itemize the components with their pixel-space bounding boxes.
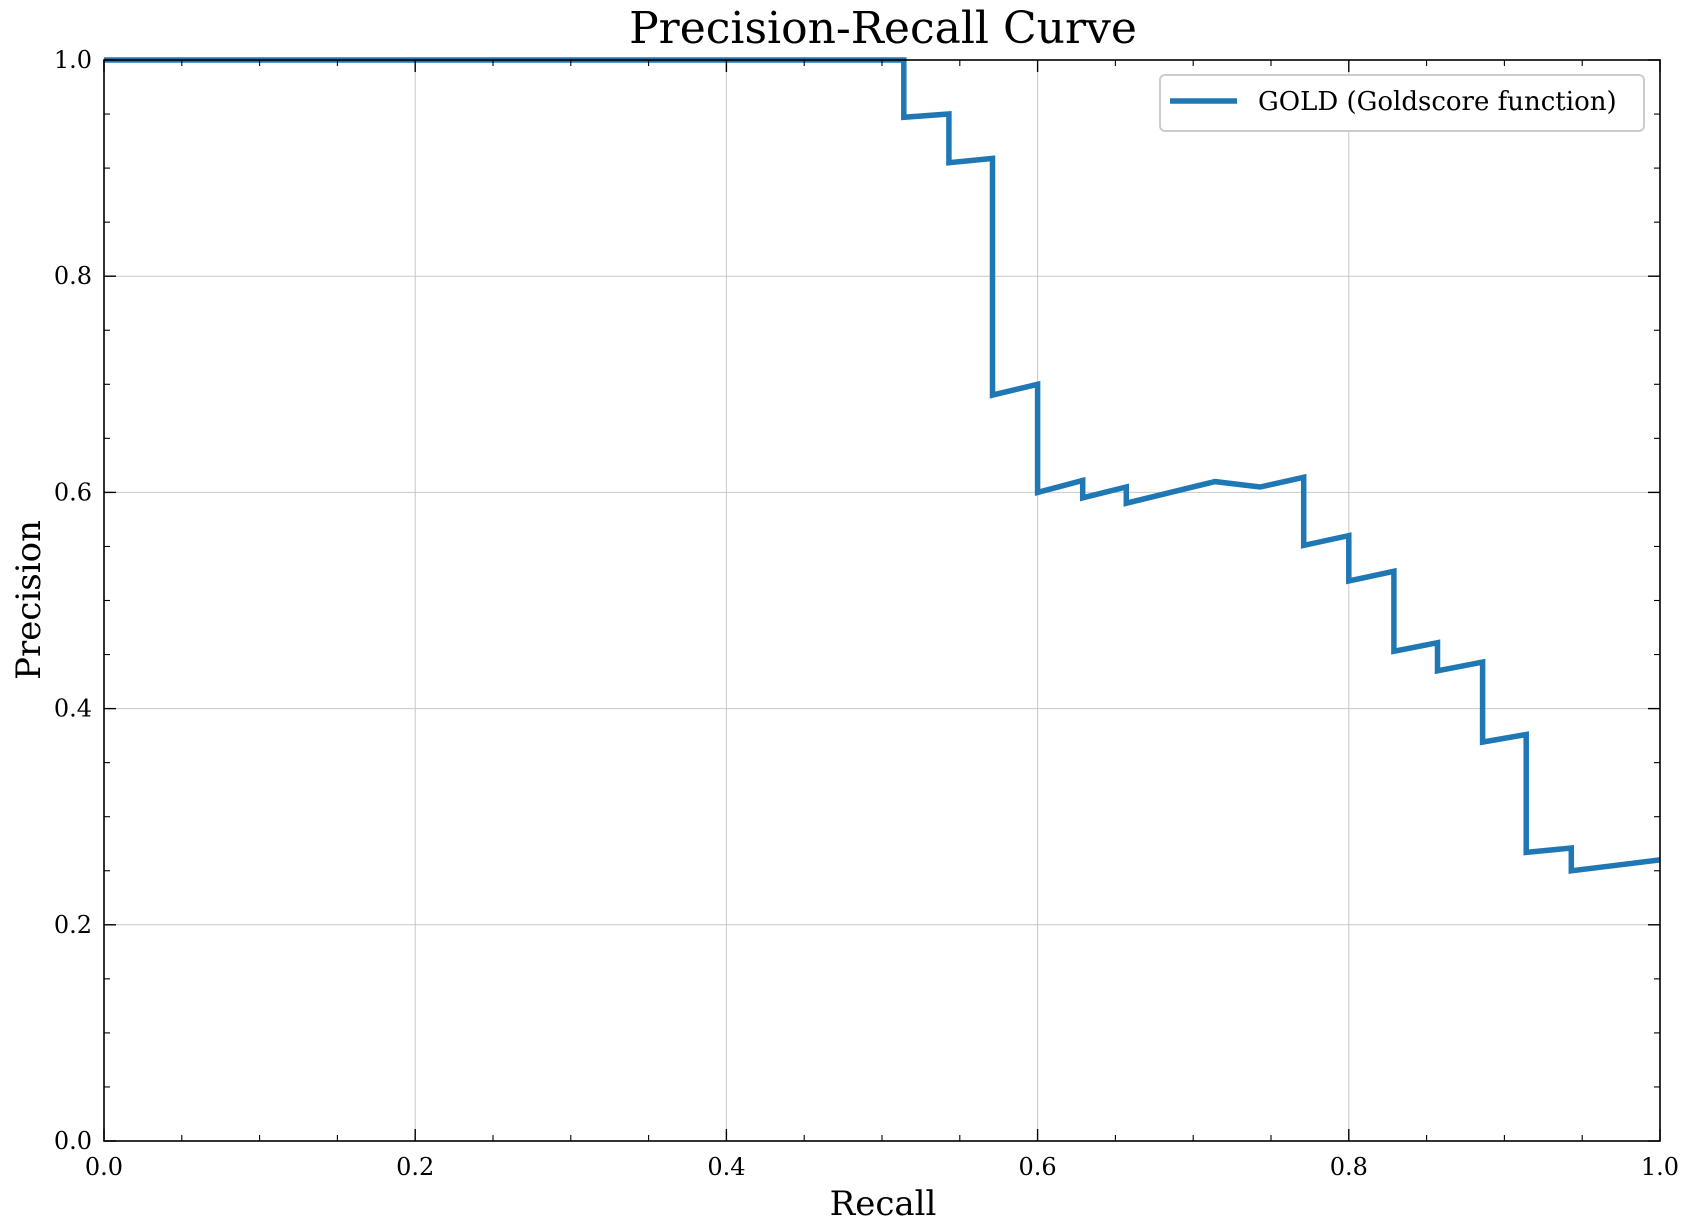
y-axis-label: Precision xyxy=(9,520,49,680)
series-layer xyxy=(104,57,1661,874)
ticks xyxy=(103,59,1661,1142)
x-tick-label: 0.0 xyxy=(85,1153,123,1181)
x-tick-label: 0.4 xyxy=(707,1153,745,1181)
legend: GOLD (Goldscore function) xyxy=(1159,74,1645,132)
x-tick-label: 1.0 xyxy=(1641,1153,1679,1181)
y-tick-label: 0.2 xyxy=(54,911,92,939)
y-tick-label: 1.0 xyxy=(54,46,92,74)
axes-frame xyxy=(103,59,1661,1142)
grid-lines xyxy=(103,59,1661,1142)
x-tick-label: 0.6 xyxy=(1019,1153,1057,1181)
y-tick-label: 0.4 xyxy=(54,695,92,723)
legend-label: GOLD (Goldscore function) xyxy=(1258,87,1617,117)
chart-title: Precision-Recall Curve xyxy=(629,3,1137,54)
tick-labels: 0.0 0.2 0.4 0.6 0.8 1.0 0.0 0.2 0.4 0.6 0.8 1.0 xyxy=(54,46,1679,1181)
y-tick-label: 0.8 xyxy=(54,262,92,290)
x-tick-label: 0.8 xyxy=(1330,1153,1368,1181)
series-line-0 xyxy=(104,57,1661,874)
x-tick-label: 0.2 xyxy=(396,1153,434,1181)
y-tick-label: 0.6 xyxy=(54,478,92,506)
y-tick-label: 0.0 xyxy=(54,1127,92,1155)
legend-box xyxy=(1159,74,1645,132)
plot-frame xyxy=(103,59,1661,1142)
x-axis-label: Recall xyxy=(830,1184,937,1224)
